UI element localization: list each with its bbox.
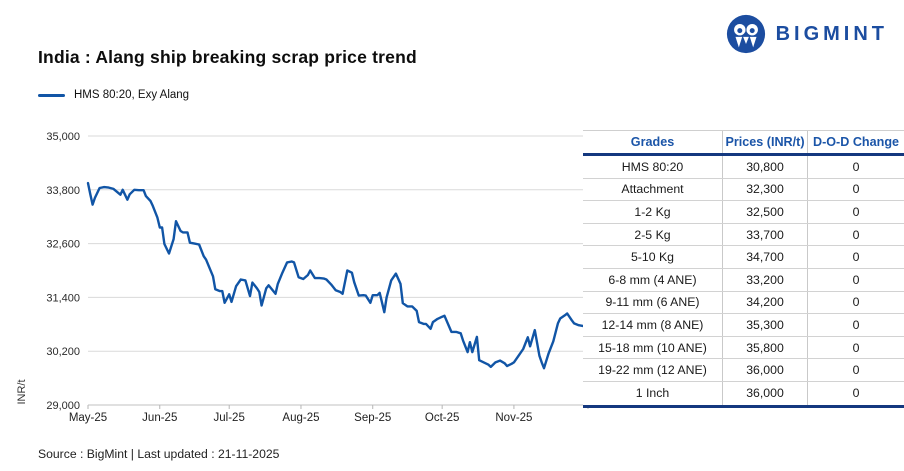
table-cell: 1 Inch — [635, 386, 670, 401]
table-cell: 30,800 — [722, 156, 807, 178]
table-header-row: Grades Prices (INR/t) D-O-D Change — [583, 130, 904, 156]
table-cell: 34,200 — [722, 291, 807, 314]
table-row: Attachment 32,300 0 — [583, 178, 904, 202]
y-tick-label: 31,400 — [46, 292, 80, 304]
table-row: 12-14 mm (8 ANE) 35,300 0 — [583, 314, 904, 337]
table-cell: 9-11 mm (6 ANE) — [605, 295, 700, 310]
table-cell: 15-18 mm (10 ANE) — [598, 340, 707, 355]
y-tick-label: 30,200 — [46, 346, 80, 358]
grades-price-table: Grades Prices (INR/t) D-O-D Change HMS 8… — [583, 130, 904, 408]
x-tick-label: Nov-25 — [495, 412, 532, 424]
x-tick-label: Sep-25 — [354, 412, 391, 424]
y-tick-label: 33,800 — [46, 185, 80, 197]
table-cell: 34,700 — [722, 246, 807, 268]
chart-legend: HMS 80:20, Exy Alang — [38, 89, 189, 101]
table-row: HMS 80:20 30,800 0 — [583, 156, 904, 179]
legend-line-swatch — [38, 93, 65, 97]
y-tick-label: 29,000 — [46, 400, 80, 412]
table-cell: 0 — [807, 291, 904, 314]
table-row: 1 Inch 36,000 0 — [583, 381, 904, 405]
table-cell: Attachment — [621, 182, 684, 197]
table-cell: 32,300 — [722, 178, 807, 201]
table-cell: 0 — [807, 359, 904, 381]
table-cell: 0 — [807, 178, 904, 201]
table-row: 6-8 mm (4 ANE) 33,200 0 — [583, 268, 904, 292]
table-cell: 0 — [807, 246, 904, 268]
table-row: 5-10 Kg 34,700 0 — [583, 246, 904, 269]
page-title: India : Alang ship breaking scrap price … — [38, 47, 417, 67]
table-cell: 0 — [807, 381, 904, 405]
table-cell: 36,000 — [722, 381, 807, 405]
table-cell: 0 — [807, 268, 904, 291]
table-cell: 32,500 — [722, 201, 807, 223]
x-tick-label: May-25 — [69, 412, 107, 424]
x-tick-label: Jun-25 — [142, 412, 177, 424]
price-trend-chart: INR/t 29,000 30,200 31,400 32,600 33,800 35,0… — [0, 124, 600, 434]
table-cell: 0 — [807, 201, 904, 223]
legend-series-label: HMS 80:20, Exy Alang — [74, 89, 190, 101]
column-header-dod-change: D-O-D Change — [807, 131, 904, 153]
table-cell: 36,000 — [722, 359, 807, 381]
table-cell: 0 — [807, 223, 904, 246]
table-cell: 1-2 Kg — [634, 204, 671, 219]
x-tick-label: Jul-25 — [214, 412, 245, 424]
table-row: 9-11 mm (6 ANE) 34,200 0 — [583, 291, 904, 315]
table-cell: 6-8 mm (4 ANE) — [608, 272, 697, 287]
y-tick-label: 35,000 — [46, 131, 80, 143]
column-header-prices: Prices (INR/t) — [722, 131, 807, 153]
chart-canvas: 29,000 30,200 31,400 32,600 33,800 35,000 May-… — [46, 131, 590, 424]
table-cell: 0 — [807, 314, 904, 336]
bigmint-logo-text: BIGMINT — [775, 22, 888, 45]
x-tick-label: Oct-25 — [425, 412, 460, 424]
table-row: 2-5 Kg 33,700 0 — [583, 223, 904, 247]
table-cell: 19-22 mm (12 ANE) — [598, 363, 707, 378]
table-cell: HMS 80:20 — [621, 159, 684, 174]
table-cell: 5-10 Kg — [630, 250, 675, 265]
x-tick-label: Aug-25 — [282, 412, 319, 424]
price-table-body: HMS 80:20 30,800 0 Attachment 32,300 0 1-2 Kg 3… — [583, 156, 904, 405]
table-cell: 35,800 — [722, 336, 807, 359]
price-series-line — [86, 181, 590, 370]
y-axis-title: INR/t — [16, 379, 28, 405]
table-cell: 12-14 mm (8 ANE) — [601, 317, 704, 332]
table-cell: 2-5 Kg — [634, 227, 671, 242]
table-cell: 33,700 — [722, 223, 807, 246]
source-note: Source : BigMint | Last updated : 21-11-… — [38, 447, 280, 461]
column-header-grades: Grades — [630, 135, 675, 149]
bigmint-logo: BIGMINT — [725, 13, 888, 55]
table-row: 15-18 mm (10 ANE) 35,800 0 — [583, 336, 904, 360]
table-row: 1-2 Kg 32,500 0 — [583, 201, 904, 224]
table-cell: 0 — [807, 336, 904, 359]
bigmint-logo-icon — [726, 14, 765, 54]
table-cell: 33,200 — [722, 268, 807, 291]
table-cell: 0 — [807, 156, 904, 178]
y-tick-label: 32,600 — [46, 239, 80, 251]
table-cell: 35,300 — [722, 314, 807, 336]
table-row: 19-22 mm (12 ANE) 36,000 0 — [583, 359, 904, 382]
